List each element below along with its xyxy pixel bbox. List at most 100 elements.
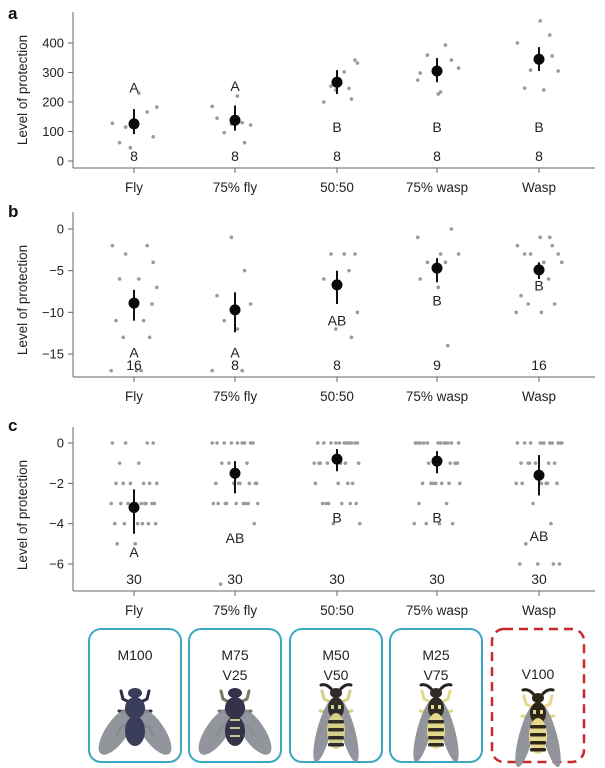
wasp-icon xyxy=(515,688,561,767)
y-tick-label: −5 xyxy=(49,263,64,278)
data-point xyxy=(347,86,351,91)
insect-abdomen xyxy=(225,716,245,746)
data-point xyxy=(145,110,149,114)
insect-head xyxy=(128,688,142,698)
data-point xyxy=(245,461,249,465)
insect-marking xyxy=(540,710,543,714)
data-point xyxy=(150,302,154,306)
data-point xyxy=(420,481,425,486)
data-point xyxy=(519,293,523,298)
significance-letter: A xyxy=(129,544,139,560)
data-point xyxy=(155,285,159,290)
sample-size-label: 30 xyxy=(329,571,345,587)
composition-label: V25 xyxy=(223,667,248,683)
data-point xyxy=(254,481,259,486)
data-point xyxy=(240,120,244,125)
data-point xyxy=(346,481,350,486)
data-point xyxy=(140,521,145,526)
data-point xyxy=(214,481,218,486)
insect-stripe xyxy=(230,719,240,721)
fly-icon xyxy=(198,688,272,755)
data-point xyxy=(524,542,528,546)
wing xyxy=(198,707,236,755)
data-point xyxy=(235,94,240,98)
data-point xyxy=(222,441,226,445)
data-point xyxy=(218,582,223,586)
insect-stripe xyxy=(428,736,444,740)
data-point xyxy=(247,481,252,486)
data-point xyxy=(355,61,360,65)
x-tick-label: 75% wasp xyxy=(406,389,468,404)
data-point xyxy=(552,302,557,306)
significance-letter: A xyxy=(230,78,240,94)
data-point xyxy=(110,441,115,445)
data-point xyxy=(121,335,125,340)
insect-stripe xyxy=(328,720,344,724)
x-tick-label: 50:50 xyxy=(320,389,354,404)
insect-marking xyxy=(338,705,341,709)
significance-letter: B xyxy=(432,119,441,135)
data-point xyxy=(137,277,141,281)
data-point xyxy=(141,318,146,323)
insect-abdomen xyxy=(125,716,145,746)
insect-stripe xyxy=(530,748,546,752)
insect-head xyxy=(532,693,544,703)
data-point xyxy=(349,441,354,445)
data-point xyxy=(426,461,431,465)
significance-letter: AB xyxy=(226,530,245,546)
data-point xyxy=(536,562,540,566)
wing xyxy=(337,700,359,762)
data-point xyxy=(153,521,158,526)
data-point xyxy=(349,335,354,340)
data-point xyxy=(546,277,551,281)
data-point xyxy=(343,461,348,465)
sample-size-label: 8 xyxy=(231,148,239,164)
wasp-icon xyxy=(313,683,359,762)
data-point xyxy=(456,252,461,256)
wing xyxy=(413,700,435,762)
data-point xyxy=(515,441,520,445)
x-tick-label: Fly xyxy=(125,180,143,195)
data-point xyxy=(354,501,359,506)
data-point xyxy=(522,441,527,445)
data-point xyxy=(526,302,530,306)
significance-letter: A xyxy=(129,79,139,95)
insect-thorax xyxy=(530,702,546,724)
data-point xyxy=(549,521,553,526)
data-point xyxy=(353,252,357,256)
data-point xyxy=(358,521,362,526)
significance-letter: B xyxy=(432,510,441,526)
sample-size-label: 8 xyxy=(333,357,341,373)
mean-point xyxy=(431,262,443,274)
data-point xyxy=(347,268,351,273)
panel-letter: c xyxy=(8,416,17,435)
mean-point xyxy=(229,304,241,316)
significance-letter: B xyxy=(534,119,543,135)
data-point xyxy=(119,501,123,506)
sample-size-label: 8 xyxy=(535,148,543,164)
data-point xyxy=(436,441,441,445)
data-point xyxy=(444,501,449,506)
data-point xyxy=(342,252,347,256)
data-point xyxy=(555,481,559,486)
data-point xyxy=(438,252,443,256)
x-tick-label: 50:50 xyxy=(320,180,354,195)
data-point xyxy=(539,310,544,315)
data-point xyxy=(215,293,219,298)
data-point xyxy=(322,277,326,281)
data-point xyxy=(514,481,518,486)
data-point xyxy=(210,441,214,445)
data-point xyxy=(312,461,317,465)
data-point xyxy=(325,461,330,465)
data-point xyxy=(449,227,454,231)
mean-point xyxy=(331,453,343,465)
insect-thorax xyxy=(225,697,245,719)
data-point xyxy=(348,501,353,506)
panel-a: a Level of protection 0 100 200 300 400 Fly A 8 75… xyxy=(8,4,595,195)
composition-label: M75 xyxy=(221,647,248,663)
data-point xyxy=(220,461,224,465)
data-point xyxy=(151,135,155,139)
data-point xyxy=(515,41,520,45)
y-axis-label: Level of protection xyxy=(15,460,30,570)
insect-stripe xyxy=(530,733,546,737)
